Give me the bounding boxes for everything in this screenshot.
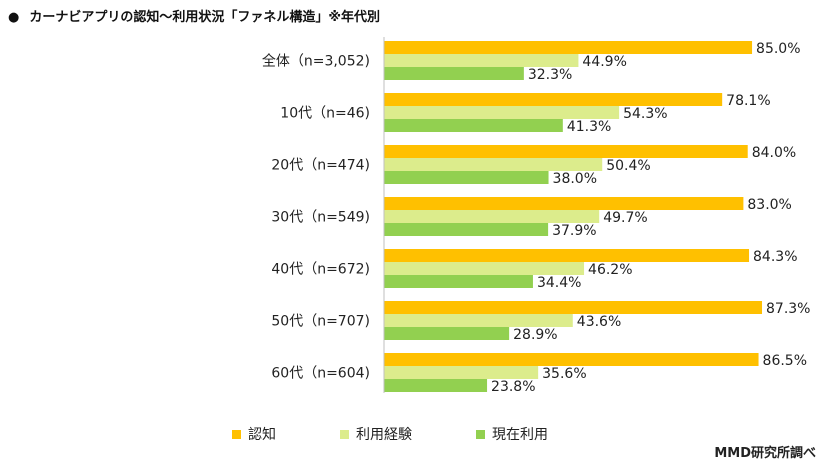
legend-item-current: 現在利用: [476, 424, 548, 444]
bar-current: [384, 67, 524, 80]
data-label: 84.0%: [752, 145, 796, 161]
data-label: 87.3%: [766, 301, 810, 317]
bar-awareness: [384, 249, 750, 262]
bar-current: [384, 223, 549, 236]
bar-experience: [384, 158, 603, 171]
bar-experience: [384, 262, 585, 275]
data-label: 35.6%: [542, 366, 586, 382]
data-label: 85.0%: [756, 41, 800, 57]
bar-awareness: [384, 197, 744, 210]
data-label: 86.5%: [763, 353, 807, 369]
bar-current: [384, 327, 510, 340]
legend-label-current: 現在利用: [492, 427, 548, 443]
data-label: 32.3%: [528, 67, 572, 83]
bar-chart: 全体（n=3,052) 85.0% 44.9% 32.3% 10代（n=46) 78.1%…: [262, 37, 810, 395]
data-label: 38.0%: [553, 171, 597, 187]
legend-swatch-awareness: [232, 429, 241, 439]
bar-experience: [384, 314, 573, 327]
legend-item-awareness: 認知: [232, 424, 276, 444]
bar-awareness: [384, 301, 763, 314]
data-label: 28.9%: [513, 327, 557, 343]
category-label: 10代（n=46): [280, 106, 370, 122]
data-label: 78.1%: [726, 93, 770, 109]
source-credit: MMD研究所調べ: [714, 446, 816, 461]
bar-experience: [384, 54, 579, 67]
bar-awareness: [384, 41, 753, 54]
legend-swatch-experience: [340, 429, 349, 439]
bar-awareness: [384, 353, 759, 366]
data-label: 84.3%: [753, 249, 797, 265]
legend-label-experience: 利用経験: [356, 427, 412, 443]
bar-experience: [384, 366, 539, 379]
bar-current: [384, 119, 563, 132]
legend-swatch-current: [476, 429, 485, 439]
bar-experience: [384, 106, 620, 119]
bar-awareness: [384, 93, 723, 106]
bar-current: [384, 171, 549, 184]
data-label: 46.2%: [588, 262, 632, 278]
legend-item-experience: 利用経験: [340, 424, 412, 444]
data-label: 54.3%: [623, 106, 667, 122]
data-label: 37.9%: [552, 223, 596, 239]
legend: 認知 利用経験 現在利用: [0, 424, 826, 444]
category-label: 40代（n=672): [271, 262, 370, 278]
title-text: カーナビアプリの認知～利用状況「ファネル構造」※年代別: [29, 10, 380, 25]
legend-label-awareness: 認知: [248, 427, 276, 443]
data-label: 83.0%: [747, 197, 791, 213]
data-label: 49.7%: [603, 210, 647, 226]
chart-title: ● カーナビアプリの認知～利用状況「ファネル構造」※年代別: [8, 6, 380, 25]
title-bullet: ●: [8, 10, 20, 25]
data-label: 23.8%: [491, 379, 535, 395]
data-label: 43.6%: [577, 314, 621, 330]
category-label: 全体（n=3,052): [262, 53, 370, 70]
category-label: 30代（n=549): [271, 210, 370, 226]
data-label: 50.4%: [606, 158, 650, 174]
bar-experience: [384, 210, 600, 223]
data-label: 34.4%: [537, 275, 581, 291]
category-label: 50代（n=707): [271, 314, 370, 330]
bar-current: [384, 379, 488, 392]
data-label: 41.3%: [567, 119, 611, 135]
category-label: 60代（n=604): [271, 366, 370, 382]
bar-current: [384, 275, 533, 288]
bar-awareness: [384, 145, 748, 158]
data-label: 44.9%: [582, 54, 626, 70]
category-label: 20代（n=474): [271, 158, 370, 174]
